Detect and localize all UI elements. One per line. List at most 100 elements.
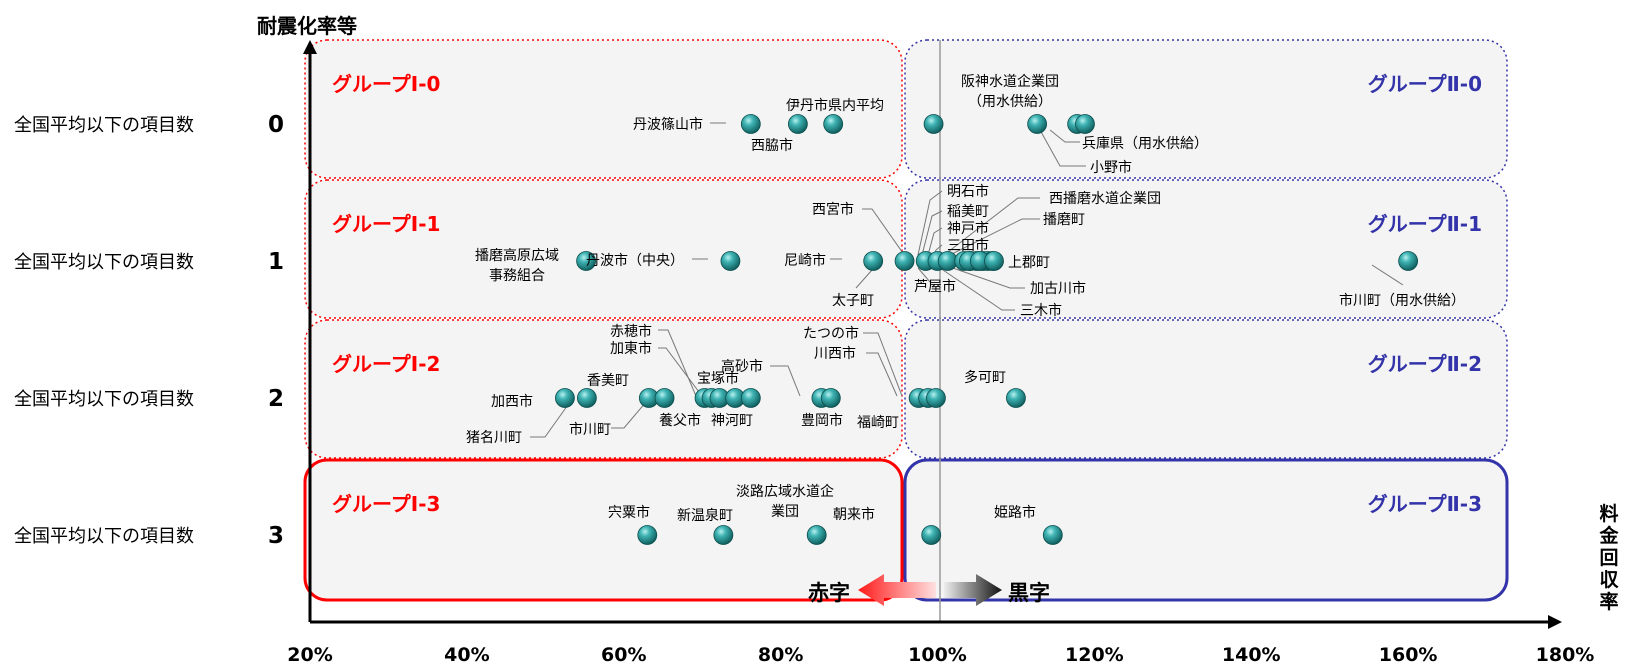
x-tick-label: 100% <box>908 644 967 666</box>
group-label-ii-0: グループⅡ-0 <box>1368 72 1482 96</box>
y-category-label: 全国平均以下の項目数 <box>14 389 194 410</box>
group-box-i-2 <box>304 319 903 459</box>
leader-line <box>862 208 906 257</box>
group-box-i-3 <box>303 458 904 602</box>
point-label: 兵庫県（用水供給） <box>1082 135 1208 152</box>
leader-line <box>1039 129 1086 167</box>
point-label: 業団 <box>771 504 799 520</box>
x-axis-title-char: 収 <box>1599 569 1619 591</box>
point-label: 養父市 <box>659 412 701 429</box>
surplus-arrow <box>944 574 1002 606</box>
point-label: 新温泉町 <box>677 507 733 524</box>
data-point <box>1006 388 1026 408</box>
y-axis-title: 耐震化率等 <box>257 14 357 38</box>
leader-line <box>866 352 898 397</box>
data-point <box>720 251 741 271</box>
y-category-number: 3 <box>268 523 284 549</box>
group-label-ii-3: グループⅡ-3 <box>1368 492 1482 516</box>
group-label-ii-2: グループⅡ-2 <box>1368 352 1482 376</box>
point-label: 太子町 <box>832 293 874 309</box>
leader-line <box>1371 264 1404 286</box>
data-point <box>740 388 761 408</box>
leader-line <box>939 267 1015 311</box>
leader-line <box>770 365 801 397</box>
data-point <box>806 525 827 545</box>
data-point <box>576 251 596 271</box>
group-label-i-3: グループⅠ-3 <box>332 492 440 516</box>
x-tick-label: 20% <box>287 644 332 666</box>
data-point <box>1027 114 1048 134</box>
x-axis-title-char: 金 <box>1598 524 1619 547</box>
deficit-label: 赤字 <box>808 581 850 605</box>
point-label: 三木市 <box>1020 302 1062 319</box>
group-box-i-1 <box>304 179 903 319</box>
y-category-label: 全国平均以下の項目数 <box>14 526 194 547</box>
data-point <box>820 388 841 408</box>
leader-line <box>949 266 1025 289</box>
point-label: 加西市 <box>491 393 533 410</box>
group-label-i-1: グループⅠ-1 <box>332 212 440 236</box>
point-label: 西脇市 <box>751 137 793 154</box>
point-label: 神戸市 <box>947 220 989 237</box>
data-point <box>787 114 808 134</box>
leader-line <box>1049 129 1080 143</box>
data-point <box>923 114 944 134</box>
leader-line <box>658 347 703 397</box>
leader-line <box>530 401 571 438</box>
leader-line <box>917 190 943 256</box>
point-label: 宝塚市 <box>697 370 739 387</box>
point-label: 高砂市 <box>721 358 763 375</box>
point-label: 姫路市 <box>994 504 1036 521</box>
x-axis-title-char: 回 <box>1599 547 1618 569</box>
leader-line <box>611 401 647 429</box>
group-box-ii-2 <box>904 319 1508 459</box>
data-point <box>740 114 761 134</box>
point-label: 播磨高原広域 <box>475 247 559 264</box>
x-tick-label: 120% <box>1065 644 1124 666</box>
group-label-i-0: グループⅠ-0 <box>332 72 440 96</box>
leader-line <box>927 227 943 256</box>
x-axis-arrowhead <box>1548 615 1562 629</box>
point-label: 市川町（用水供給） <box>1339 292 1465 309</box>
axes <box>303 40 1562 629</box>
group-box-ii-1 <box>904 179 1508 319</box>
point-label: 丹波篠山市 <box>633 116 703 133</box>
y-axis-arrowhead <box>303 40 317 54</box>
point-label: 西播磨水道企業団 <box>1049 190 1161 207</box>
group-box-i-0 <box>304 39 903 179</box>
deficit-arrow <box>858 574 936 606</box>
data-point <box>984 251 1004 271</box>
point-label: 西宮市 <box>812 201 854 218</box>
point-label: 尼崎市 <box>784 252 826 269</box>
leader-line <box>943 197 1040 256</box>
x-axis-title-char: 料 <box>1599 502 1618 525</box>
y-category-number: 1 <box>268 249 284 275</box>
x-tick-label: 180% <box>1536 644 1595 666</box>
y-category-labels: 全国平均以下の項目数 0 全国平均以下の項目数 1 全国平均以下の項目数 2 全国平均以下の… <box>14 112 284 549</box>
point-label: 加古川市 <box>1030 280 1086 297</box>
group-boxes: グループⅠ-0 グループⅠ-1 グループⅠ-2 グループⅠ-3 グループⅡ-0 グループⅡ… <box>303 39 1509 602</box>
point-label: たつの市 <box>803 325 859 342</box>
point-label: 市川町 <box>569 421 611 438</box>
leader-line <box>921 210 943 256</box>
point-label: 豊岡市 <box>801 412 843 429</box>
point-label: 丹波市（中央） <box>586 252 684 269</box>
data-point <box>654 388 675 408</box>
data-point <box>1075 114 1095 134</box>
point-label: 淡路広域水道企 <box>736 483 834 500</box>
point-label: 多可町 <box>964 369 1006 386</box>
point-label: 福崎町 <box>857 415 899 431</box>
x-tick-label: 140% <box>1222 644 1281 666</box>
point-label: 朝来市 <box>833 506 875 523</box>
leader-line <box>917 267 931 283</box>
point-label: 川西市 <box>814 345 856 362</box>
data-point <box>926 388 946 408</box>
x-tick-label: 40% <box>444 644 489 666</box>
y-category-label: 全国平均以下の項目数 <box>14 252 194 273</box>
y-category-number: 2 <box>268 386 284 412</box>
leader-line <box>658 329 697 397</box>
data-point <box>576 388 597 408</box>
point-label: 阪神水道企業団 <box>961 73 1059 90</box>
point-label: 播磨町 <box>1043 212 1085 228</box>
